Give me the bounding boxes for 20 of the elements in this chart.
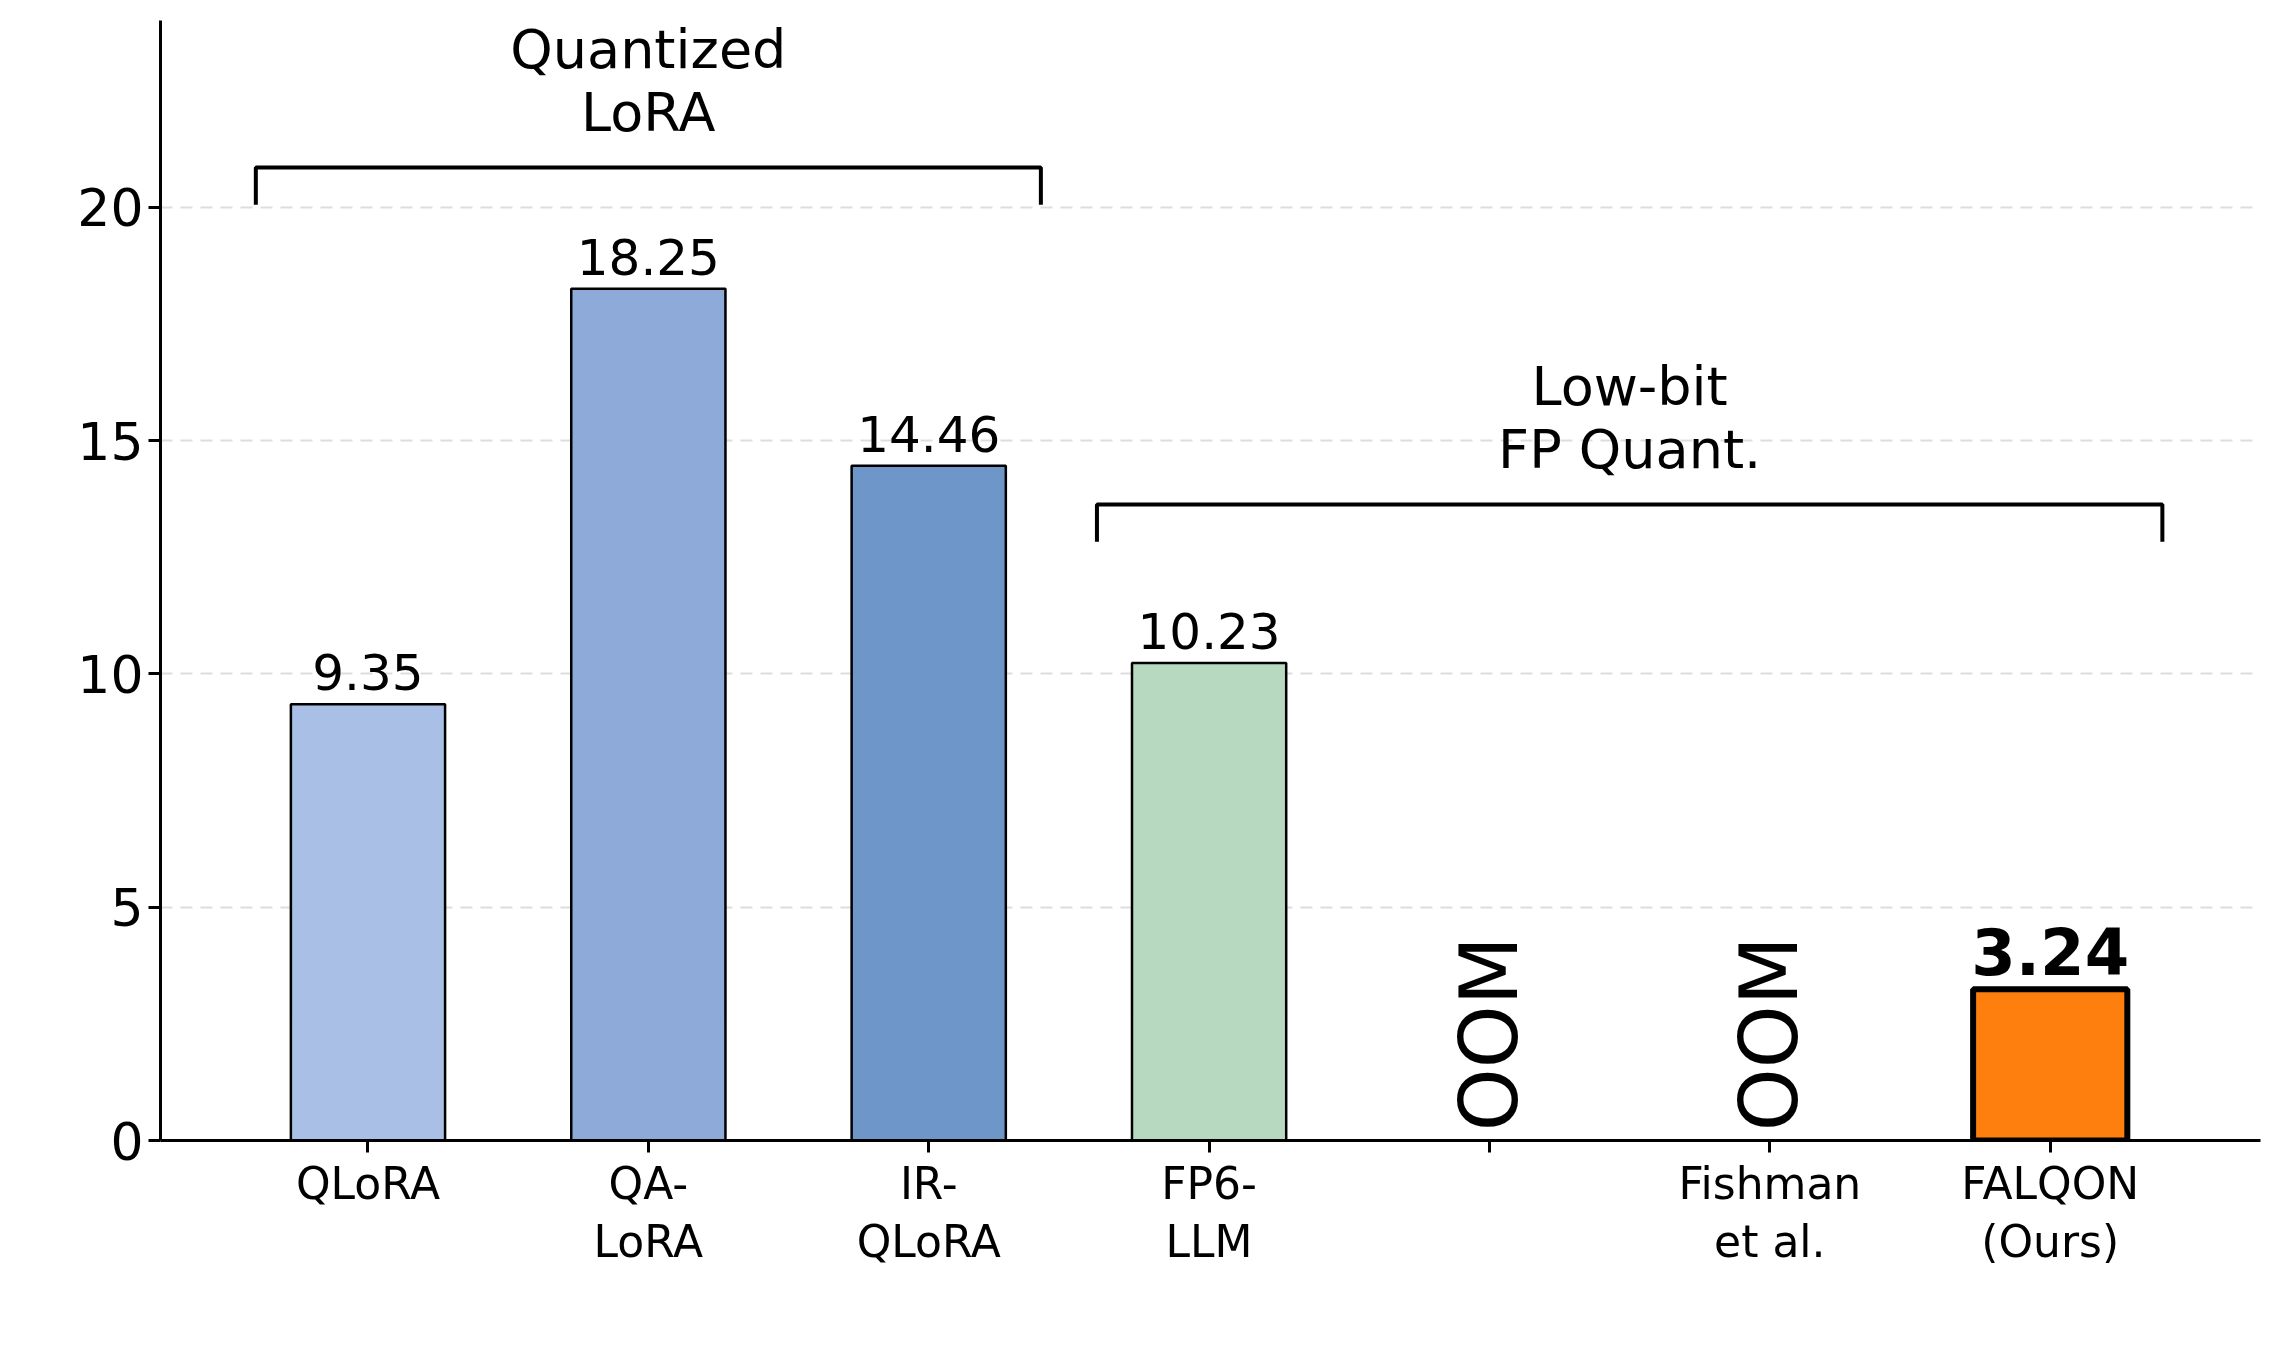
y-tick-label: 0 bbox=[110, 1111, 144, 1172]
text: OOM bbox=[1723, 936, 1817, 1132]
y-tick-label: 15 bbox=[77, 411, 144, 472]
y-tick-label: 20 bbox=[77, 178, 144, 239]
x-tick-label: Fishman et al. bbox=[1678, 1157, 1862, 1268]
data-label: 3.24 bbox=[1971, 916, 2130, 991]
text: OOM bbox=[1442, 936, 1536, 1132]
y-tick-label: 5 bbox=[110, 878, 144, 939]
y-tick-label: 10 bbox=[77, 644, 144, 705]
x-tick-label: QLoRA bbox=[295, 1157, 441, 1209]
x-tick-label: FP6- LLM bbox=[1161, 1157, 1257, 1268]
data-label: 9.35 bbox=[312, 644, 424, 703]
data-label: 14.46 bbox=[857, 405, 1001, 464]
data-label: 10.23 bbox=[1137, 603, 1281, 662]
x-tick-label: FALQON (Ours) bbox=[1961, 1157, 2140, 1268]
x-tick-label: IR- QLoRA bbox=[856, 1157, 1001, 1268]
annotation: Low-bit FP Quant. bbox=[1498, 355, 1762, 482]
annotation: Quantized LoRA bbox=[510, 18, 787, 145]
data-label: 18.25 bbox=[576, 228, 720, 287]
x-tick-label: QA- LoRA bbox=[593, 1157, 704, 1268]
